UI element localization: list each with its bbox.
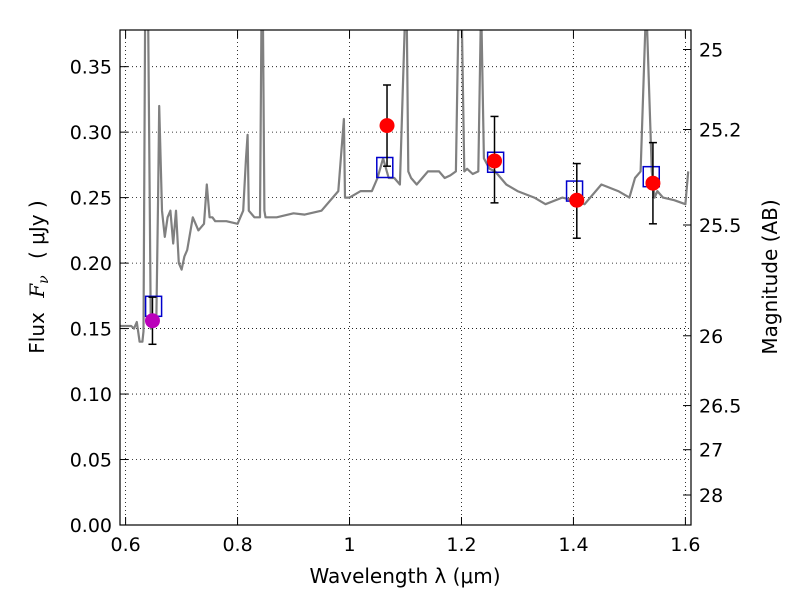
plot-frame (119, 29, 692, 526)
observed-point-3 (569, 192, 585, 208)
y2-tick-label-6: 28 (699, 485, 723, 507)
observed-point-2 (487, 153, 503, 169)
y-tick-label-3: 0.15 (70, 319, 112, 341)
observed-point-0 (144, 313, 160, 329)
x-tick-label-3: 1.2 (446, 534, 476, 556)
y-axis-label-unit: ( μJy ) (25, 200, 49, 259)
y2-tick-label-4: 26.5 (699, 396, 741, 418)
y-axis-label-var: F (25, 283, 49, 299)
y-tick-label-0: 0.00 (70, 515, 112, 537)
plot-area (120, 30, 690, 346)
svg-text:Flux Fν ( μJy ): Flux Fν ( μJy ) (25, 200, 53, 353)
axes-frame (119, 29, 692, 526)
y2-tick-label-2: 25.5 (699, 215, 741, 237)
spectrum-line (120, 30, 690, 343)
y-tick-label-7: 0.35 (70, 57, 112, 79)
y2-tick-label-5: 27 (699, 440, 723, 462)
x-tick-label-5: 1.6 (670, 534, 700, 556)
x-tick-label-0: 0.6 (110, 534, 140, 556)
y-axis-label: Flux Fν ( μJy ) (25, 200, 53, 353)
y2-tick-label-1: 25.2 (699, 120, 741, 142)
axis-ticks: 0.6 0.8 1 1.2 1.4 1.6 0.00 0.05 0.10 0.15 0.20 0.25… (70, 30, 741, 556)
y2-axis-label: Magnitude (AB) (758, 199, 782, 354)
x-tick-label-2: 1 (343, 534, 355, 556)
observed-point-1 (379, 118, 395, 134)
y-axis-label-sub: ν (36, 275, 52, 284)
y-tick-label-2: 0.10 (70, 384, 112, 406)
y-axis-label-prefix: Flux (25, 312, 49, 354)
model-photometry-square-1 (376, 156, 394, 179)
y-tick-label-5: 0.25 (70, 188, 112, 210)
y2-tick-label-0: 25 (699, 40, 723, 62)
y-tick-label-1: 0.05 (70, 450, 112, 472)
x-tick-label-4: 1.4 (558, 534, 588, 556)
grid-lines (120, 30, 691, 526)
observed-point-4 (645, 175, 661, 191)
x-tick-label-1: 0.8 (222, 534, 252, 556)
y-tick-label-4: 0.20 (70, 253, 112, 275)
y2-tick-label-3: 26 (699, 326, 723, 348)
x-axis-label: Wavelength λ (μm) (309, 564, 500, 588)
y-tick-label-6: 0.30 (70, 122, 112, 144)
